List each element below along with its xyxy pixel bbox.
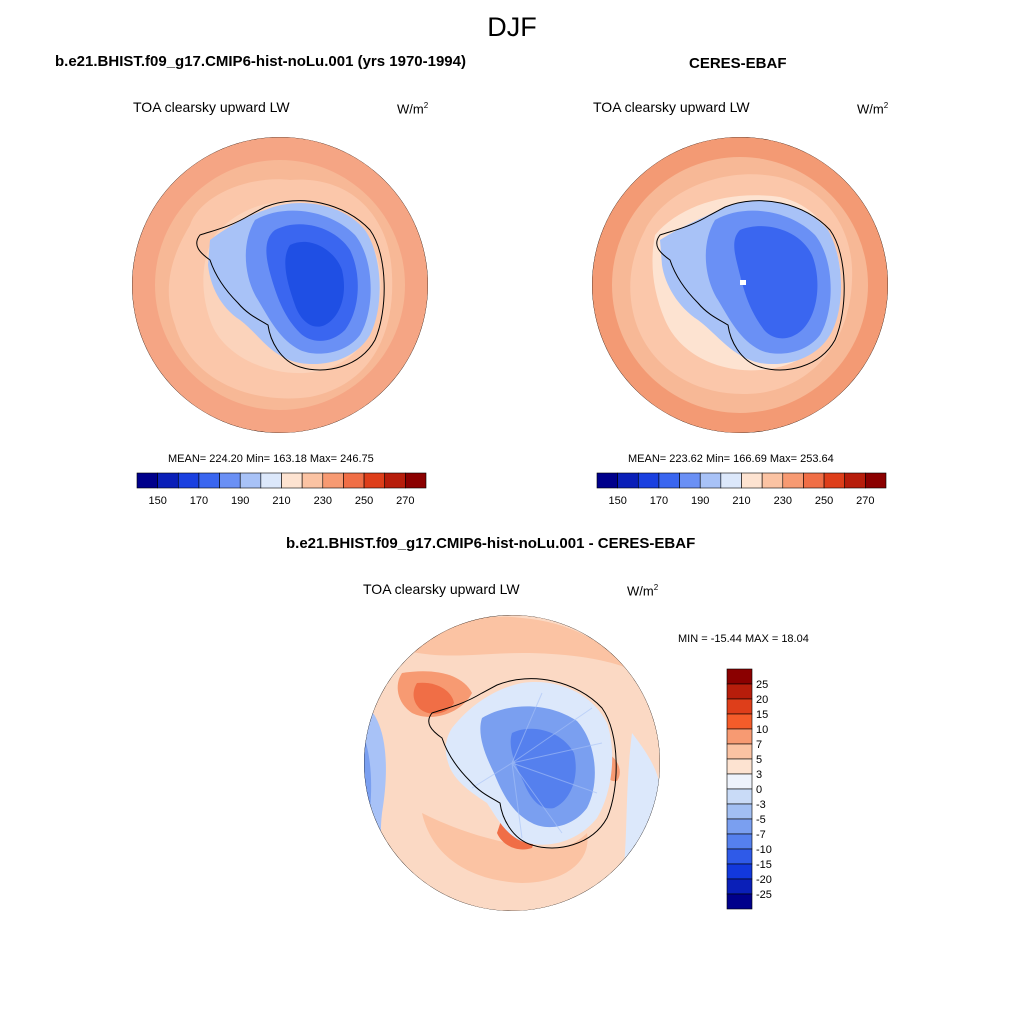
colorbar-ceres-tick-label: 150 bbox=[608, 495, 626, 507]
panel-model-title: b.e21.BHIST.f09_g17.CMIP6-hist-noLu.001 … bbox=[55, 53, 466, 70]
colorbar-difference-swatch bbox=[726, 863, 753, 880]
colorbar-difference-swatch bbox=[726, 848, 753, 865]
colorbar-difference-swatch bbox=[726, 668, 753, 685]
panel-obs-stats: MEAN= 223.62 Min= 166.69 Max= 253.64 bbox=[628, 453, 834, 465]
colorbar-difference-swatch bbox=[726, 818, 753, 835]
map-ceres bbox=[592, 137, 888, 433]
colorbar-difference-tick-label: -3 bbox=[756, 799, 766, 811]
panel-model-variable: TOA clearsky upward LW bbox=[133, 99, 290, 115]
colorbar-model: 150170190210230250270290 bbox=[136, 472, 427, 507]
colorbar-difference: 25 20 15 10 7 5 3 0 -3 -5 -7 -10 -15 -20 -25 bbox=[726, 668, 772, 910]
colorbar-ceres: 150170190210230250270290 bbox=[596, 472, 887, 507]
colorbar-ceres-swatch bbox=[617, 472, 639, 489]
colorbar-ceres-tick-label: 170 bbox=[650, 495, 668, 507]
colorbar-ceres-swatch bbox=[782, 472, 804, 489]
colorbar-difference-tick-label: -25 bbox=[756, 889, 772, 901]
colorbar-difference-swatch bbox=[726, 713, 753, 730]
colorbar-ceres-swatch bbox=[741, 472, 763, 489]
panel-diff-variable: TOA clearsky upward LW bbox=[363, 581, 520, 597]
colorbar-difference-tick-label: -10 bbox=[756, 844, 772, 856]
colorbar-difference-tick-label: 20 bbox=[756, 694, 768, 706]
colorbar-ceres-tick-label: 230 bbox=[774, 495, 792, 507]
panel-diff-title: b.e21.BHIST.f09_g17.CMIP6-hist-noLu.001 … bbox=[286, 535, 696, 552]
panel-obs-title: CERES-EBAF bbox=[689, 55, 787, 72]
panel-obs-variable: TOA clearsky upward LW bbox=[593, 99, 750, 115]
colorbar-ceres-swatch bbox=[803, 472, 825, 489]
colorbar-difference-swatch bbox=[726, 893, 753, 910]
colorbar-difference-swatch bbox=[726, 743, 753, 760]
colorbar-model-tick-label: 190 bbox=[231, 495, 249, 507]
colorbar-difference-swatch bbox=[726, 773, 753, 790]
colorbar-model-tick-label: 210 bbox=[272, 495, 290, 507]
figure-title: DJF bbox=[487, 12, 537, 42]
colorbar-model-tick-label: 270 bbox=[396, 495, 414, 507]
colorbar-difference-tick-label: 0 bbox=[756, 784, 762, 796]
colorbar-ceres-swatch bbox=[596, 472, 618, 489]
colorbar-ceres-swatch bbox=[720, 472, 742, 489]
colorbar-model-swatch bbox=[239, 472, 262, 489]
colorbar-ceres-tick-label: 270 bbox=[856, 495, 874, 507]
panel-obs-units: W/m2 bbox=[857, 101, 889, 117]
colorbar-difference-swatch bbox=[726, 833, 753, 850]
colorbar-model-swatch bbox=[343, 472, 365, 489]
colorbar-difference-tick-label: -20 bbox=[756, 874, 772, 886]
colorbar-model-swatch bbox=[260, 472, 282, 489]
colorbar-difference-tick-label: 7 bbox=[756, 739, 762, 751]
colorbar-difference-tick-label: -15 bbox=[756, 859, 772, 871]
colorbar-model-swatch bbox=[157, 472, 179, 489]
colorbar-ceres-swatch bbox=[699, 472, 722, 489]
colorbar-model-tick-label: 230 bbox=[314, 495, 332, 507]
colorbar-difference-swatch bbox=[726, 803, 753, 820]
panel-diff-units: W/m2 bbox=[627, 583, 659, 599]
colorbar-model-swatch bbox=[281, 472, 303, 489]
colorbar-ceres-swatch bbox=[844, 472, 866, 489]
colorbar-ceres-tick-label: 210 bbox=[732, 495, 750, 507]
colorbar-difference-swatch bbox=[726, 788, 753, 805]
colorbar-model-swatch bbox=[384, 472, 406, 489]
colorbar-model-swatch bbox=[322, 472, 344, 489]
panel-diff-stats: MIN = -15.44 MAX = 18.04 bbox=[678, 633, 809, 645]
map-difference bbox=[364, 615, 660, 911]
colorbar-ceres-swatch bbox=[679, 472, 701, 489]
colorbar-difference-swatch bbox=[726, 683, 753, 700]
colorbar-difference-tick-label: -7 bbox=[756, 829, 766, 841]
colorbar-difference-tick-label: -5 bbox=[756, 814, 766, 826]
colorbar-difference-tick-label: 3 bbox=[756, 769, 762, 781]
colorbar-model-swatch bbox=[219, 472, 241, 489]
colorbar-ceres-swatch bbox=[823, 472, 846, 489]
colorbar-difference-swatch bbox=[726, 698, 753, 715]
colorbar-difference-swatch bbox=[726, 758, 753, 775]
colorbar-difference-tick-label: 5 bbox=[756, 754, 762, 766]
colorbar-ceres-tick-label: 190 bbox=[691, 495, 709, 507]
colorbar-model-tick-label: 170 bbox=[190, 495, 208, 507]
colorbar-model-swatch bbox=[198, 472, 220, 489]
colorbar-model-swatch bbox=[405, 472, 427, 489]
colorbar-difference-swatch bbox=[726, 728, 753, 745]
colorbar-ceres-swatch bbox=[658, 472, 680, 489]
panel-model-units: W/m2 bbox=[397, 101, 429, 117]
colorbar-ceres-swatch bbox=[761, 472, 784, 489]
colorbar-ceres-tick-label: 250 bbox=[815, 495, 833, 507]
colorbar-difference-tick-label: 10 bbox=[756, 724, 768, 736]
colorbar-difference-tick-label: 25 bbox=[756, 679, 768, 691]
colorbar-ceres-swatch bbox=[637, 472, 660, 489]
colorbar-model-swatch bbox=[301, 472, 324, 489]
colorbar-model-tick-label: 150 bbox=[148, 495, 166, 507]
colorbar-model-tick-label: 250 bbox=[355, 495, 373, 507]
colorbar-model-swatch bbox=[177, 472, 200, 489]
panel-model-stats: MEAN= 224.20 Min= 163.18 Max= 246.75 bbox=[168, 453, 374, 465]
colorbar-ceres-swatch bbox=[865, 472, 887, 489]
colorbar-difference-swatch bbox=[726, 878, 753, 895]
colorbar-model-swatch bbox=[363, 472, 386, 489]
colorbar-model-swatch bbox=[136, 472, 158, 489]
map-model bbox=[132, 137, 428, 433]
colorbar-difference-tick-label: 15 bbox=[756, 709, 768, 721]
